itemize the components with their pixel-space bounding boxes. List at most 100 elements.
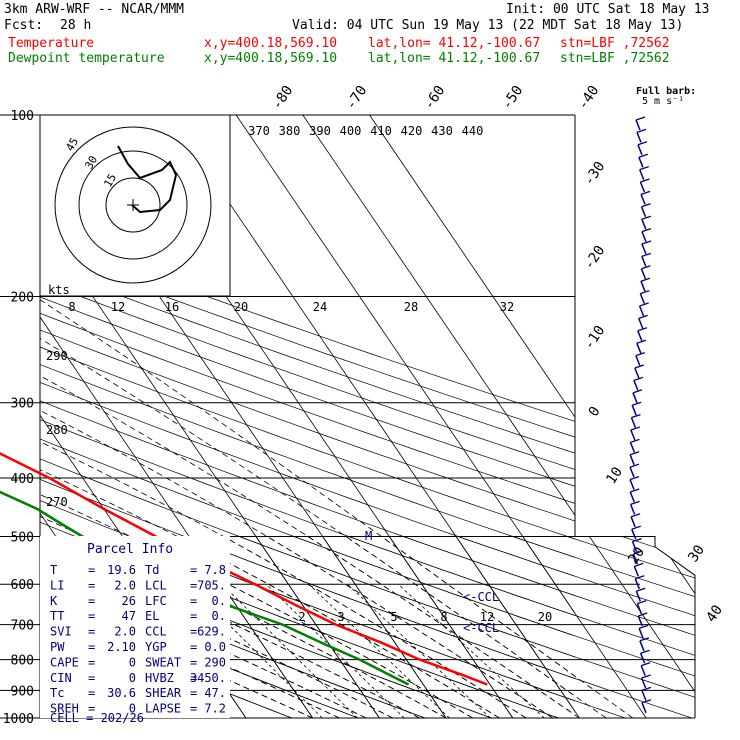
ccl-marker-upper: <-CCL bbox=[463, 590, 499, 604]
wind-barb-flag bbox=[630, 500, 640, 506]
hodograph-speed-tick: 8 bbox=[68, 300, 75, 314]
pressure-tick-label: 600 bbox=[11, 578, 34, 593]
wind-barb-flag bbox=[639, 302, 649, 307]
dry-adiabat-line bbox=[40, 249, 575, 438]
moist-adiabat-line bbox=[40, 299, 575, 677]
wind-barb-flag bbox=[640, 661, 651, 667]
parcel-eq: = bbox=[190, 625, 197, 639]
wind-barb-flag bbox=[638, 624, 649, 630]
pressure-tick-label: 200 bbox=[11, 291, 34, 306]
wind-barb bbox=[636, 603, 642, 614]
pressure-tick-label: 500 bbox=[11, 530, 34, 545]
parcel-value: 2.0 bbox=[114, 578, 136, 592]
wind-barb bbox=[641, 702, 647, 714]
dry-adiabat-line bbox=[40, 536, 695, 718]
wind-barb bbox=[631, 528, 637, 540]
parcel-value: 0 bbox=[129, 671, 136, 685]
mixing-ratio-line bbox=[265, 583, 405, 718]
init-time: Init: 00 UTC Sat 18 May 13 bbox=[506, 2, 710, 17]
wind-barb bbox=[641, 231, 647, 242]
parcel-eq: = bbox=[190, 702, 197, 716]
wind-barb-flag bbox=[641, 240, 652, 245]
parcel-eq: = bbox=[190, 609, 197, 623]
legend-dewpoint-label: Dewpoint temperature bbox=[8, 51, 165, 66]
legend-dewpoint-latlon: lat,lon= 41.12,-100.67 bbox=[368, 51, 541, 66]
isotherm-line bbox=[102, 536, 514, 718]
wind-barb bbox=[635, 355, 641, 366]
parcel-eq: = bbox=[88, 625, 95, 639]
wind-barb bbox=[638, 305, 645, 317]
wind-barb bbox=[639, 640, 645, 652]
sounding-series bbox=[0, 452, 488, 686]
wind-barb bbox=[638, 628, 644, 639]
wind-barb bbox=[639, 652, 646, 664]
pressure-tick-label: 400 bbox=[11, 472, 34, 487]
forecast-label: Fcst: bbox=[4, 18, 44, 33]
parcel-value: 0 bbox=[129, 702, 136, 716]
wind-barb-flag bbox=[631, 413, 641, 419]
wind-barb-flag bbox=[633, 376, 644, 382]
dry-adiabat-line bbox=[40, 536, 695, 718]
wind-barb-flag bbox=[640, 289, 650, 295]
parcel-key: Td bbox=[145, 563, 159, 577]
theta-e-label: 390 bbox=[309, 124, 331, 138]
parcel-cell: CELL = 202/26 bbox=[50, 711, 144, 725]
wind-barb-flag bbox=[631, 401, 642, 406]
parcel-value: 290 bbox=[204, 655, 226, 669]
wind-barb bbox=[641, 690, 647, 701]
forecast-hour: 28 h bbox=[60, 18, 92, 33]
theta-e-label: 400 bbox=[340, 124, 362, 138]
isotherm-line bbox=[40, 536, 313, 718]
plot-right-border bbox=[574, 115, 696, 718]
parcel-eq: = bbox=[88, 686, 95, 700]
dry-adiabat-line bbox=[40, 536, 695, 718]
mixing-ratio-line bbox=[347, 583, 491, 718]
wind-barb bbox=[640, 268, 647, 280]
wind-barb-flag bbox=[630, 513, 641, 518]
parcel-key: LAPSE bbox=[145, 702, 181, 716]
dry-adiabat-line bbox=[40, 280, 575, 470]
mixing-ratio-label: 12 bbox=[480, 610, 494, 624]
wind-barb-flag bbox=[637, 141, 648, 146]
legend-temperature-latlon: lat,lon= 41.12,-100.67 bbox=[368, 36, 541, 51]
parcel-value: 0. bbox=[212, 594, 226, 608]
wind-barb bbox=[630, 429, 636, 441]
dewpoint-trace bbox=[0, 490, 410, 686]
wind-barb bbox=[633, 380, 639, 391]
parcel-eq: = bbox=[190, 594, 197, 608]
parcel-key: EL bbox=[145, 609, 159, 623]
parcel-value: 7.8 bbox=[204, 563, 226, 577]
wind-barb bbox=[630, 516, 636, 528]
hodograph-speed-tick: 24 bbox=[313, 300, 327, 314]
wind-barb-flag bbox=[634, 562, 644, 568]
wind-barb-flag bbox=[640, 649, 650, 654]
dry-adiabat-line bbox=[40, 536, 695, 718]
model-title: 3km ARW-WRF -- NCAR/MMM bbox=[4, 2, 185, 17]
wind-barb-flag bbox=[640, 277, 651, 282]
parcel-key: CAPE bbox=[50, 655, 79, 669]
wind-barb bbox=[629, 479, 635, 490]
dry-adiabat-line bbox=[40, 536, 693, 718]
legend-temperature-station: stn=LBF ,72562 bbox=[560, 36, 670, 51]
dry-adiabat-line bbox=[40, 346, 575, 540]
pressure-tick-label: 800 bbox=[11, 654, 34, 669]
hodograph-speed-tick: 32 bbox=[500, 300, 514, 314]
wind-barb bbox=[631, 404, 637, 416]
moist-adiabat-line bbox=[40, 536, 500, 718]
wind-barb bbox=[632, 392, 638, 404]
theta-e-label: 430 bbox=[431, 124, 453, 138]
wind-barb bbox=[636, 342, 642, 354]
mixing-ratio-label: 3 bbox=[337, 610, 344, 624]
parcel-value: 47 bbox=[122, 609, 136, 623]
wind-barb bbox=[629, 491, 635, 503]
wind-barb bbox=[629, 504, 636, 515]
isotherm-line bbox=[369, 536, 695, 718]
wind-barb-flag bbox=[630, 438, 640, 444]
parcel-value: 30.6 bbox=[107, 686, 136, 700]
wind-barb-flag bbox=[641, 203, 651, 208]
wind-barb-flag bbox=[635, 351, 646, 357]
dry-adiabat-line bbox=[40, 234, 575, 422]
